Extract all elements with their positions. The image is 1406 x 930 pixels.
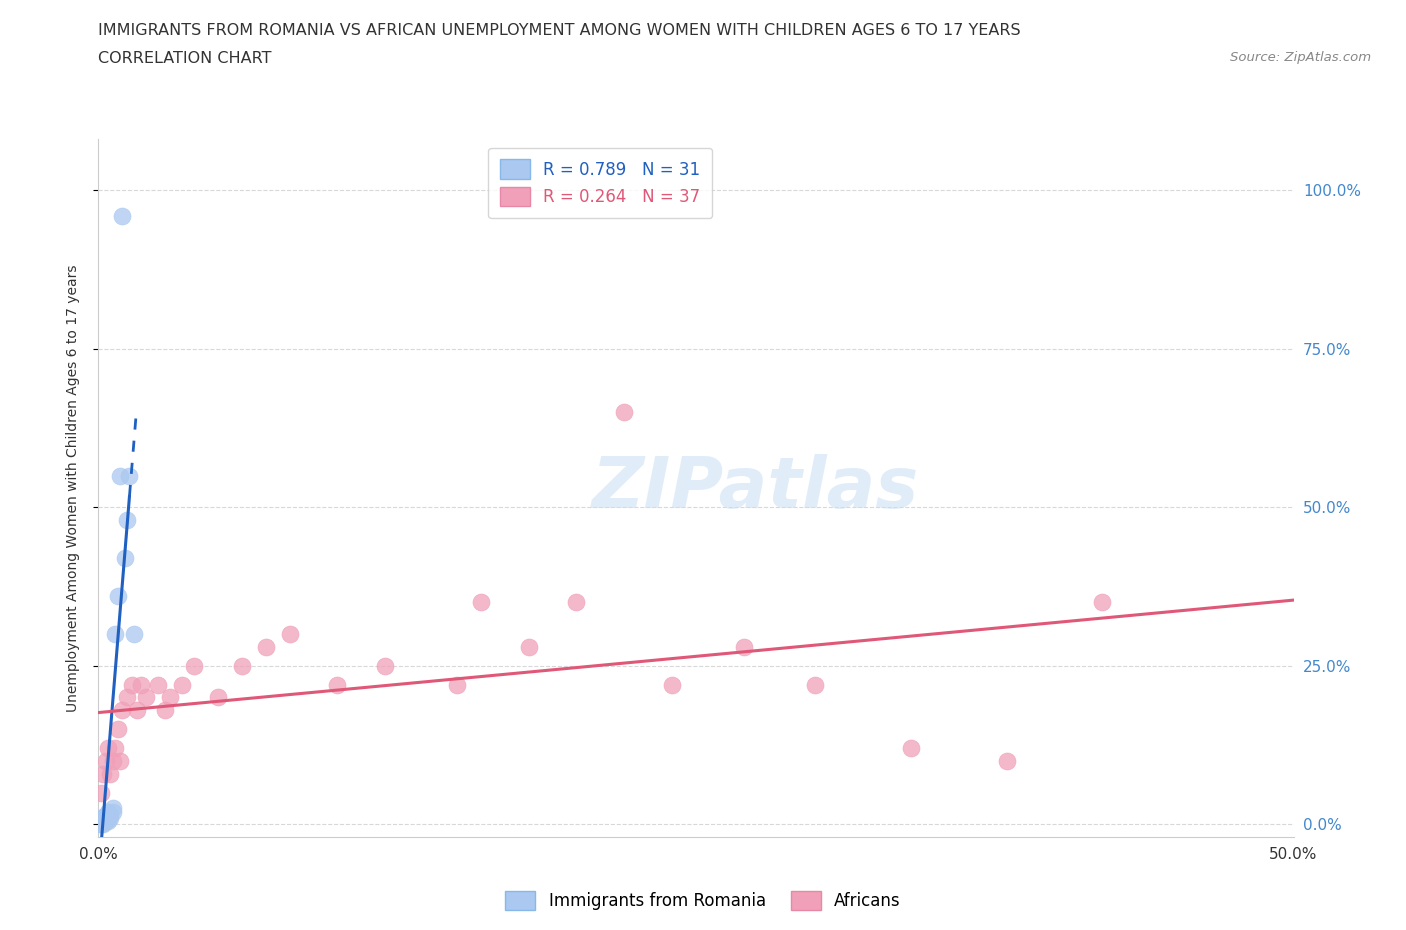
Point: [115, 690, 138, 705]
Text: ZIPatlas: ZIPatlas: [592, 454, 920, 523]
Point: [155, 703, 177, 718]
Point: [446, 677, 468, 692]
Point: [94, 807, 117, 822]
Point: [90, 814, 112, 829]
Point: [101, 804, 124, 819]
Point: [125, 703, 148, 718]
Point: [90, 815, 112, 830]
Point: [1091, 595, 1114, 610]
Point: [172, 677, 194, 692]
Point: [94, 811, 117, 826]
Point: [565, 595, 588, 610]
Point: [159, 690, 181, 705]
Point: [91, 766, 114, 781]
Point: [118, 468, 141, 483]
Point: [104, 627, 127, 642]
Point: [207, 690, 229, 705]
Point: [108, 753, 131, 768]
Point: [900, 741, 922, 756]
Point: [131, 677, 153, 692]
Text: Source: ZipAtlas.com: Source: ZipAtlas.com: [1230, 51, 1371, 64]
Point: [107, 589, 129, 604]
Point: [104, 741, 127, 756]
Point: [91, 816, 114, 830]
Point: [91, 812, 114, 827]
Point: [97, 741, 120, 756]
Point: [89, 814, 111, 829]
Point: [661, 677, 683, 692]
Point: [124, 627, 146, 642]
Point: [114, 551, 136, 565]
Point: [91, 811, 114, 826]
Point: [97, 809, 120, 824]
Point: [91, 817, 114, 831]
Point: [121, 677, 143, 692]
Point: [470, 595, 492, 610]
Point: [101, 753, 124, 768]
Point: [89, 817, 111, 831]
Legend: R = 0.789   N = 31, R = 0.264   N = 37: R = 0.789 N = 31, R = 0.264 N = 37: [488, 148, 713, 218]
Point: [97, 814, 120, 829]
Point: [94, 814, 117, 829]
Text: CORRELATION CHART: CORRELATION CHART: [98, 51, 271, 66]
Point: [278, 627, 301, 642]
Point: [115, 512, 138, 527]
Point: [111, 703, 134, 718]
Point: [90, 812, 112, 827]
Point: [91, 815, 114, 830]
Point: [98, 811, 122, 826]
Point: [148, 677, 170, 692]
Point: [326, 677, 349, 692]
Point: [733, 639, 755, 654]
Text: IMMIGRANTS FROM ROMANIA VS AFRICAN UNEMPLOYMENT AMONG WOMEN WITH CHILDREN AGES 6: IMMIGRANTS FROM ROMANIA VS AFRICAN UNEMP…: [98, 23, 1021, 38]
Point: [90, 785, 112, 800]
Point: [98, 807, 122, 822]
Point: [111, 208, 134, 223]
Point: [254, 639, 277, 654]
Point: [108, 468, 131, 483]
Point: [517, 639, 540, 654]
Y-axis label: Unemployment Among Women with Children Ages 6 to 17 years: Unemployment Among Women with Children A…: [66, 264, 80, 712]
Point: [107, 722, 129, 737]
Point: [374, 658, 396, 673]
Point: [183, 658, 205, 673]
Legend: Immigrants from Romania, Africans: Immigrants from Romania, Africans: [499, 884, 907, 917]
Point: [90, 817, 112, 831]
Point: [231, 658, 253, 673]
Point: [89, 816, 111, 830]
Point: [101, 801, 124, 816]
Point: [995, 753, 1018, 768]
Point: [97, 804, 120, 819]
Point: [135, 690, 157, 705]
Point: [91, 809, 114, 824]
Point: [98, 766, 122, 781]
Point: [804, 677, 827, 692]
Point: [94, 753, 117, 768]
Point: [613, 405, 636, 419]
